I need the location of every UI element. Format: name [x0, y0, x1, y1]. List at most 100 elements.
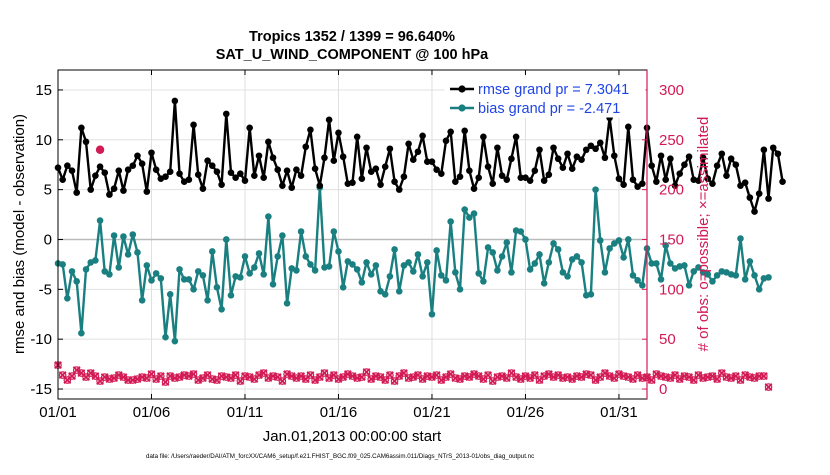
obs-cross-stroke	[68, 372, 76, 381]
obs-cross-stroke	[652, 370, 661, 379]
rmse-point	[470, 185, 478, 192]
obs-possible-point	[381, 376, 390, 384]
rmse-point	[755, 190, 763, 197]
bias-point	[596, 237, 604, 244]
rmse-point	[335, 129, 342, 137]
legend-box	[444, 76, 646, 118]
obs-assimilated-point	[549, 373, 558, 382]
obs-assimilated-point	[110, 374, 119, 383]
obs-cross-stroke	[708, 372, 717, 381]
rmse-point	[297, 172, 305, 179]
obs-cross-stroke	[110, 374, 119, 383]
chart-title-line-2: SAT_U_WIND_COMPONENT @ 100 hPa	[216, 47, 489, 63]
rmse-point	[241, 177, 249, 184]
bias-point	[653, 260, 660, 267]
rmse-point	[723, 172, 730, 179]
bias-point	[157, 275, 165, 282]
y-left-tick-label: -5	[39, 281, 52, 298]
rmse-point	[639, 180, 646, 187]
rmse-point	[760, 146, 768, 154]
obs-possible-point	[390, 377, 399, 385]
bias-point	[433, 247, 440, 254]
obs-assimilated-point	[119, 373, 128, 382]
rmse-line	[56, 99, 784, 213]
bias-point	[344, 258, 352, 265]
obs-possible-point	[320, 369, 329, 377]
rmse-point	[512, 133, 520, 141]
rmse-point	[288, 184, 296, 191]
bias-point	[237, 274, 244, 281]
bias-point	[456, 286, 464, 293]
rmse-point	[283, 167, 291, 174]
legend[interactable]: rmse grand pr = 7.3041 bias grand pr = -…	[444, 76, 646, 118]
bias-point	[615, 237, 623, 244]
rmse-point	[274, 166, 282, 173]
bias-point	[531, 260, 539, 267]
bias-point	[592, 186, 599, 193]
bias-point	[428, 310, 436, 318]
rmse-point	[106, 191, 113, 198]
bias-point	[138, 297, 146, 304]
obs-assimilated-point	[708, 372, 717, 381]
bias-point	[213, 284, 221, 291]
obs-cross-stroke	[227, 374, 235, 383]
rmse-point	[185, 176, 193, 183]
obs-assimilated-point	[292, 374, 301, 383]
obs-assimilated-point	[175, 373, 184, 382]
obs-cross-stroke	[563, 373, 572, 382]
obs-assimilated-point	[474, 372, 483, 381]
obs-assimilated-point	[227, 374, 235, 383]
obs-cross-stroke	[507, 369, 516, 378]
rmse-point	[363, 144, 370, 152]
bias-point	[755, 286, 763, 293]
bias-point	[400, 262, 408, 269]
rmse-point	[64, 162, 71, 170]
bias-point	[470, 210, 478, 217]
rmse-point	[685, 153, 693, 161]
rmse-point	[143, 188, 151, 195]
bias-point	[185, 276, 193, 283]
obs-cross-stroke	[675, 375, 684, 383]
y-right-tick-label: 250	[659, 132, 684, 149]
bias-point	[222, 236, 230, 243]
obs-assimilated-point	[694, 371, 703, 380]
bias-point	[251, 264, 258, 271]
rmse-point	[657, 152, 665, 160]
bias-point	[78, 329, 85, 337]
obs-cross-stroke	[320, 369, 329, 378]
obs-cross-stroke	[647, 376, 656, 384]
bias-point	[64, 295, 71, 302]
bias-point	[311, 267, 319, 274]
y-right-tick-label: 0	[659, 381, 667, 398]
obs-assimilated-point	[600, 369, 609, 378]
rmse-point	[419, 132, 426, 140]
obs-possible-point	[689, 376, 698, 384]
rmse-point	[349, 179, 356, 186]
obs-cross-stroke	[273, 373, 282, 382]
obs-cross-stroke	[521, 372, 530, 381]
rmse-point	[653, 178, 660, 185]
obs-cross-stroke	[717, 369, 726, 378]
obs-possible-point	[647, 376, 656, 384]
obs-cross-stroke	[498, 372, 507, 381]
obs-cross-stroke	[156, 372, 165, 381]
obs-assimilated-point	[750, 374, 759, 383]
obs-assimilated-point	[727, 374, 736, 383]
obs-assimilated-point	[255, 371, 263, 380]
bias-point	[349, 261, 356, 268]
bias-point	[96, 217, 104, 224]
left-axis-label: rmse and bias (model - observation)	[11, 114, 28, 354]
rmse-point	[255, 152, 263, 160]
rmse-point	[395, 186, 403, 193]
bias-point	[269, 281, 277, 288]
obs-cross-stroke	[77, 369, 86, 378]
rmse-point	[381, 163, 389, 171]
bias-point	[573, 253, 581, 260]
obs-assimilated-point	[348, 372, 357, 381]
obs-assimilated-point	[512, 373, 521, 382]
obs-assimilated-point	[456, 375, 464, 383]
bias-point	[293, 267, 300, 274]
bias-point	[667, 260, 674, 267]
obs-cross-stroke	[255, 371, 263, 380]
